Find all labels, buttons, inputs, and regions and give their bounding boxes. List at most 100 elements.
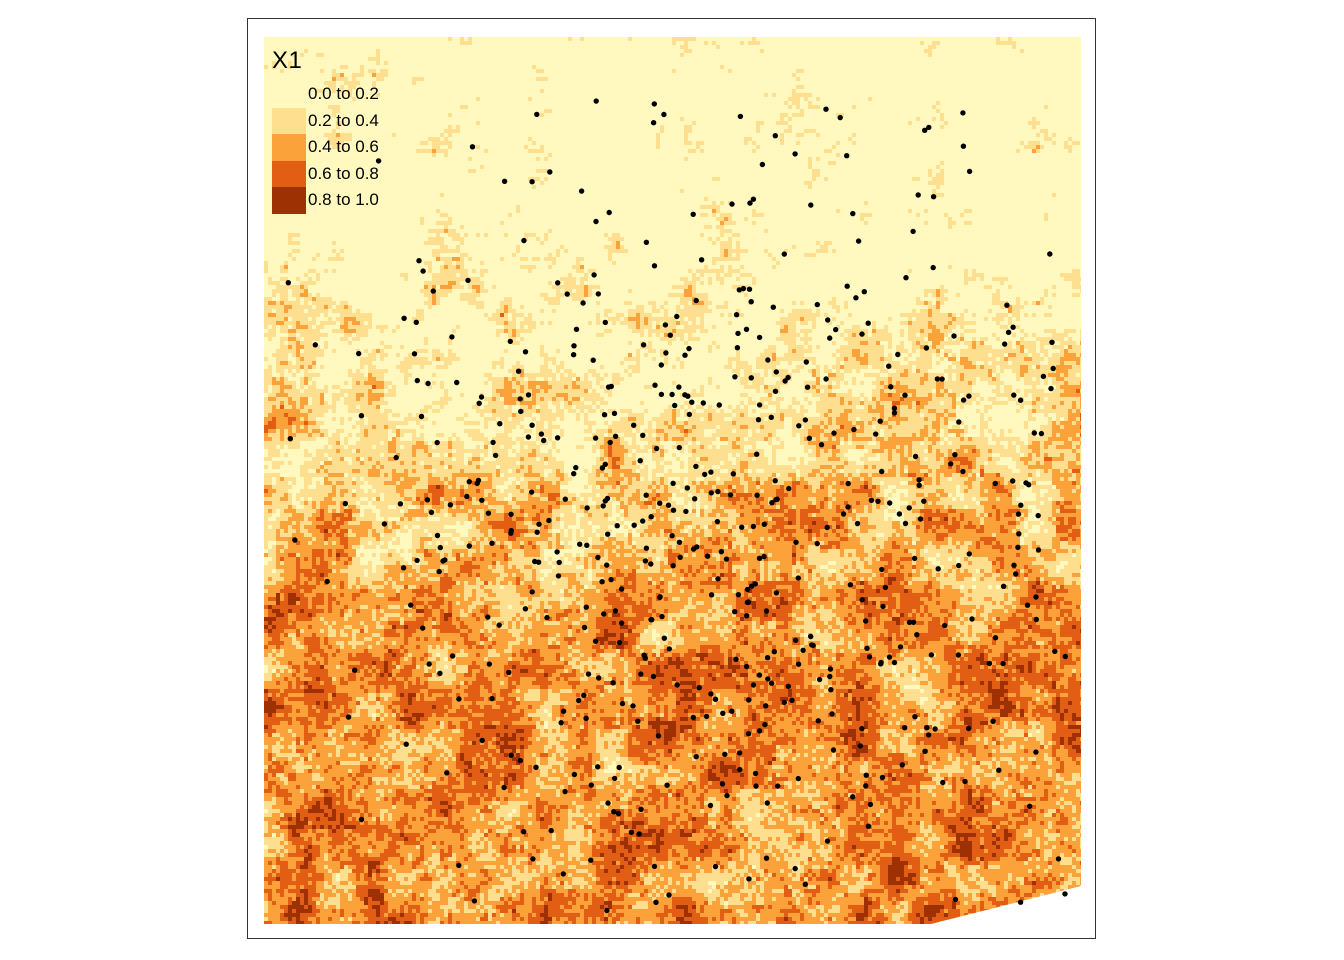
sample-point [900, 762, 905, 767]
sample-point [398, 501, 403, 506]
sample-point [709, 490, 714, 495]
sample-point [911, 620, 916, 625]
sample-point [761, 554, 766, 559]
legend-label: 0.8 to 1.0 [308, 190, 379, 210]
sample-point [948, 461, 953, 466]
sample-point [880, 604, 885, 609]
sample-point [1023, 480, 1028, 485]
sample-point [803, 882, 808, 887]
sample-point [961, 144, 966, 149]
sample-point [850, 211, 855, 216]
sample-point [782, 251, 787, 256]
sample-point [529, 489, 534, 494]
sample-point [561, 709, 566, 714]
sample-point [764, 856, 769, 861]
sample-point [669, 533, 674, 538]
sample-point [670, 563, 675, 568]
sample-point [720, 711, 725, 716]
sample-point [438, 545, 443, 550]
sample-point [559, 720, 564, 725]
sample-point [408, 602, 413, 607]
legend-item-0.4-0.6: 0.4 to 0.6 [272, 134, 302, 161]
sample-point [577, 542, 582, 547]
sample-point [942, 623, 947, 628]
sample-point [414, 558, 419, 563]
sample-point [803, 417, 808, 422]
sample-point [562, 789, 567, 794]
sample-point [786, 684, 791, 689]
sample-point [526, 392, 531, 397]
sample-point [862, 289, 867, 294]
sample-point [737, 287, 742, 292]
legend-item-0.6-0.8: 0.6 to 0.8 [272, 161, 302, 188]
sample-point [868, 802, 873, 807]
sample-point [892, 660, 897, 665]
sample-point [574, 327, 579, 332]
sample-point [875, 499, 880, 504]
sample-point [887, 654, 892, 659]
sample-point [414, 320, 419, 325]
sample-point [653, 900, 658, 905]
sample-point [880, 775, 885, 780]
sample-point [555, 435, 560, 440]
sample-point [686, 346, 691, 351]
sample-point [654, 446, 659, 451]
sample-point [708, 691, 713, 696]
sample-point [1018, 503, 1023, 508]
sample-point [990, 719, 995, 724]
sample-point [910, 229, 915, 234]
sample-point [960, 110, 965, 115]
sample-point [508, 512, 513, 517]
sample-point [823, 376, 828, 381]
sample-point [595, 764, 600, 769]
sample-point [825, 317, 830, 322]
sample-point [815, 302, 820, 307]
sample-point [722, 752, 727, 757]
sample-point [903, 275, 908, 280]
sample-point [951, 333, 956, 338]
sample-point [913, 454, 918, 459]
sample-point [490, 440, 495, 445]
raster-layer [264, 37, 1081, 924]
sample-point [689, 400, 694, 405]
sample-point [632, 523, 637, 528]
sample-point [456, 863, 461, 868]
sample-point [683, 509, 688, 514]
sample-point [1048, 386, 1053, 391]
sample-point [782, 700, 787, 705]
sample-point [467, 479, 472, 484]
legend-title: X1 [272, 47, 302, 75]
sample-point [828, 687, 833, 692]
sample-point [864, 646, 869, 651]
sample-point [437, 671, 442, 676]
sample-point [523, 606, 528, 611]
sample-point [715, 519, 720, 524]
sample-point [956, 563, 961, 568]
sample-point [935, 376, 940, 381]
legend-swatch [272, 81, 306, 108]
sample-point [765, 676, 770, 681]
sample-point [729, 201, 734, 206]
sample-point [1001, 584, 1006, 589]
sample-point [892, 406, 897, 411]
sample-point [394, 455, 399, 460]
sample-point [591, 272, 596, 277]
sample-point [846, 481, 851, 486]
sample-point [608, 440, 613, 445]
sample-point [659, 614, 664, 619]
sample-point [288, 436, 293, 441]
sample-point [594, 98, 599, 103]
sample-point [940, 780, 945, 785]
sample-point [720, 781, 725, 786]
sample-point [612, 776, 617, 781]
sample-point [1056, 856, 1061, 861]
sample-point [657, 594, 662, 599]
sample-point [827, 335, 832, 340]
sample-point [641, 653, 646, 658]
sample-point [535, 530, 540, 535]
sample-point [435, 533, 440, 538]
sample-point [825, 525, 830, 530]
sample-point [604, 908, 609, 913]
sample-point [691, 715, 696, 720]
sample-point [666, 503, 671, 508]
